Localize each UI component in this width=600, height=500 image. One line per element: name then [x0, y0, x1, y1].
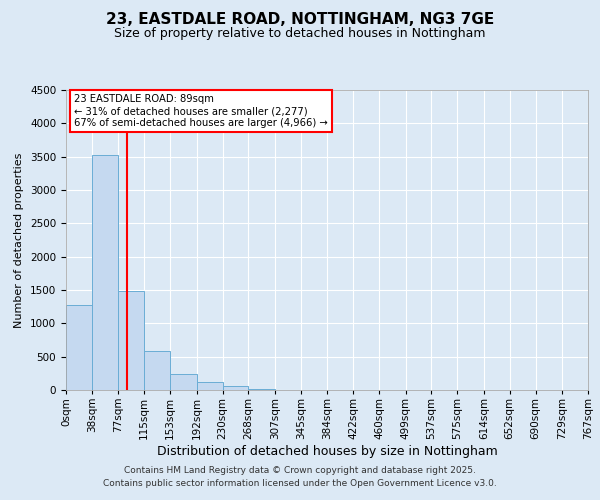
Text: Contains HM Land Registry data © Crown copyright and database right 2025.
Contai: Contains HM Land Registry data © Crown c…: [103, 466, 497, 487]
Bar: [223, 386, 248, 390]
Text: 23, EASTDALE ROAD, NOTTINGHAM, NG3 7GE: 23, EASTDALE ROAD, NOTTINGHAM, NG3 7GE: [106, 12, 494, 28]
Y-axis label: Number of detached properties: Number of detached properties: [14, 152, 25, 328]
Bar: [144, 350, 170, 390]
Bar: [197, 382, 223, 390]
Bar: [248, 388, 275, 390]
Bar: [92, 154, 118, 390]
Bar: [118, 290, 144, 390]
Bar: [170, 374, 197, 390]
Text: 23 EASTDALE ROAD: 89sqm
← 31% of detached houses are smaller (2,277)
67% of semi: 23 EASTDALE ROAD: 89sqm ← 31% of detache…: [74, 94, 328, 128]
X-axis label: Distribution of detached houses by size in Nottingham: Distribution of detached houses by size …: [157, 444, 497, 458]
Text: Size of property relative to detached houses in Nottingham: Size of property relative to detached ho…: [114, 28, 486, 40]
Bar: [66, 304, 92, 390]
